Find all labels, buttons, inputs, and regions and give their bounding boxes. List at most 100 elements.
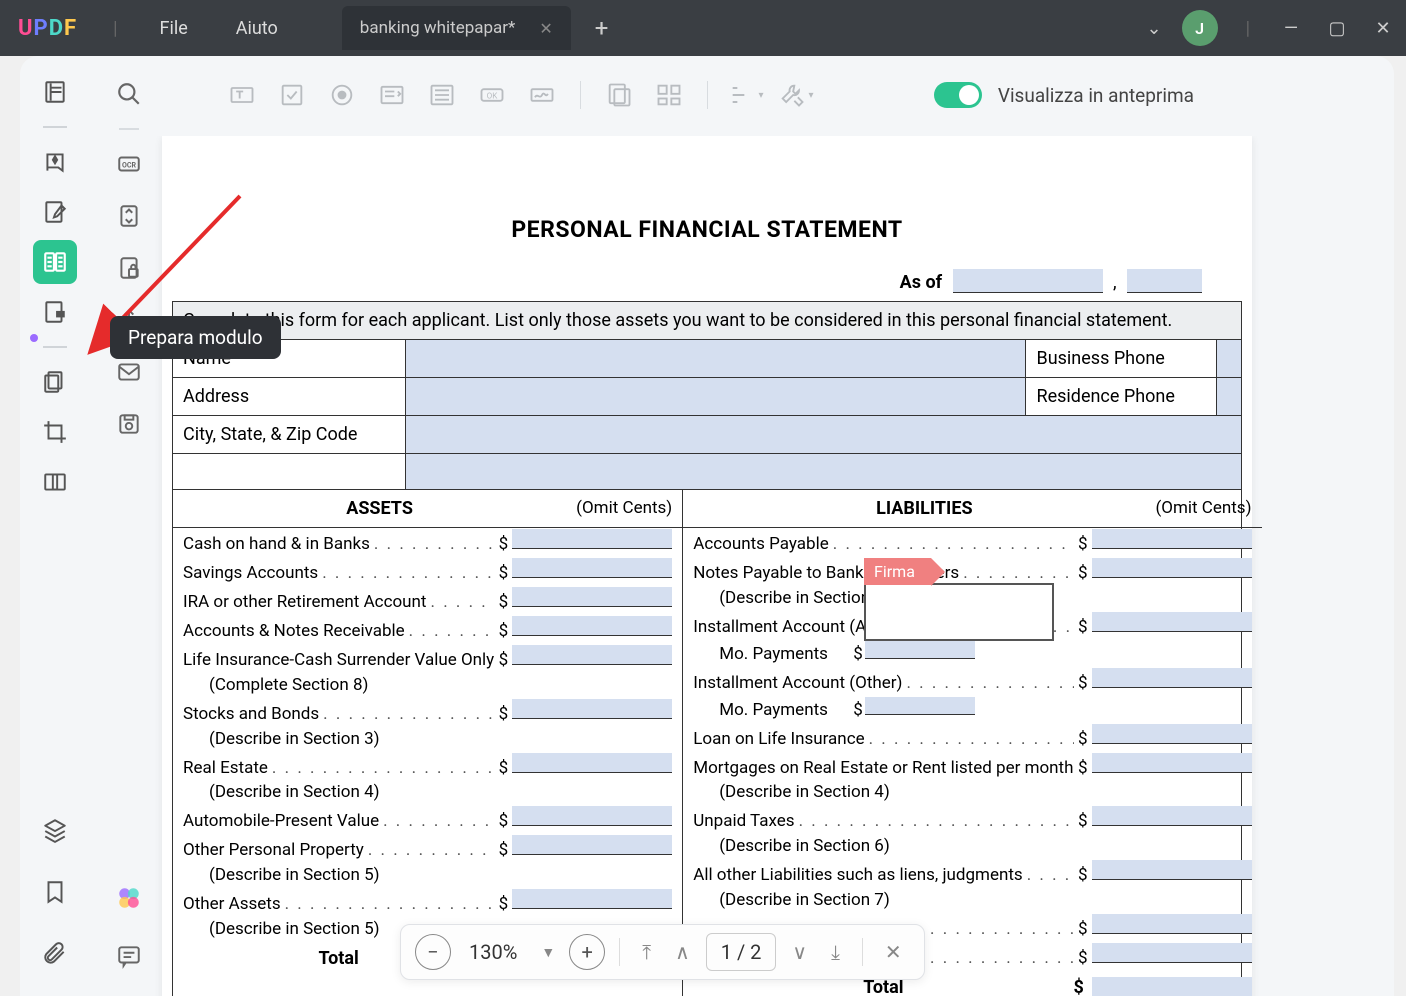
text-field-tool-button[interactable] (220, 73, 264, 117)
res-phone-field[interactable] (1216, 378, 1241, 416)
crop-tool-button[interactable] (33, 410, 77, 454)
bookmark-button[interactable] (33, 870, 77, 914)
liab-amount-field[interactable] (1092, 753, 1252, 773)
liab-amount-field[interactable] (1092, 914, 1252, 934)
asof-row: As of , (172, 269, 1242, 293)
liab-row: Loan on Life Insurance$ (683, 723, 1261, 752)
mo-payment-field[interactable] (865, 641, 975, 659)
button-tool-button[interactable]: OK (470, 73, 514, 117)
asset-row: Life Insurance-Cash Surrender Value Only… (173, 644, 682, 673)
edit-tool-button[interactable] (33, 190, 77, 234)
document-tab[interactable]: banking whitepapar* ✕ (342, 6, 571, 50)
address-field[interactable] (406, 378, 1026, 416)
liab-row: Accounts Payable$ (683, 528, 1261, 557)
liab-amount-field[interactable] (1092, 943, 1252, 963)
extra-field[interactable] (406, 454, 1242, 490)
liab-amount-field[interactable] (1092, 529, 1252, 549)
liab-row: Mortgages on Real Estate or Rent listed … (683, 752, 1261, 781)
radio-tool-button[interactable] (320, 73, 364, 117)
close-bar-button[interactable]: ✕ (877, 940, 910, 964)
asof-date-field[interactable] (953, 269, 1103, 293)
asset-row: Other Personal Property$ (173, 834, 682, 863)
liab-row: Unpaid Taxes$ (683, 805, 1261, 834)
layers-button[interactable] (33, 808, 77, 852)
asset-amount-field[interactable] (512, 889, 672, 909)
liab-amount-field[interactable] (1092, 612, 1252, 632)
liab-row: All other Liabilities such as liens, jud… (683, 859, 1261, 888)
biz-phone-field[interactable] (1216, 340, 1241, 378)
liab-label: Installment Account (Other) (693, 672, 1073, 695)
city-label: City, State, & Zip Code (173, 416, 406, 454)
checkbox-tool-button[interactable] (270, 73, 314, 117)
organize-tool-button[interactable] (33, 360, 77, 404)
window-minimize-button[interactable]: — (1268, 18, 1314, 39)
attachment-button[interactable] (33, 932, 77, 976)
liab-label: Unpaid Taxes (693, 810, 1073, 833)
fill-sign-tool-button[interactable] (33, 290, 77, 334)
last-page-button[interactable]: ⤓ (823, 940, 848, 964)
asof-year-field[interactable] (1127, 269, 1202, 293)
asset-amount-field[interactable] (512, 645, 672, 665)
asset-row: IRA or other Retirement Account$ (173, 586, 682, 615)
zoom-in-button[interactable]: + (569, 934, 605, 970)
window-maximize-button[interactable]: ▢ (1314, 18, 1360, 39)
listbox-tool-button[interactable] (420, 73, 464, 117)
asset-amount-field[interactable] (512, 558, 672, 578)
signature-tool-button[interactable] (520, 73, 564, 117)
signature-field-overlay[interactable]: Firma (864, 558, 1054, 641)
tools-dropdown-button[interactable]: ▾ (774, 73, 818, 117)
add-tab-button[interactable]: + (595, 14, 609, 42)
mo-payment-field[interactable] (865, 697, 975, 715)
asset-amount-field[interactable] (512, 529, 672, 549)
asset-amount-field[interactable] (512, 753, 672, 773)
user-avatar[interactable]: J (1182, 10, 1218, 46)
page-indicator[interactable]: 1 / 2 (706, 933, 777, 971)
liab-amount-field[interactable] (1092, 724, 1252, 744)
preview-toggle[interactable] (934, 82, 982, 108)
zoom-dropdown-icon[interactable]: ▼ (535, 944, 561, 961)
alignment-dropdown-button[interactable]: ▾ (724, 73, 768, 117)
name-field[interactable] (406, 340, 1026, 378)
liab-row: Installment Account (Other)$ (683, 667, 1261, 696)
compare-tool-button[interactable] (33, 460, 77, 504)
left-sidebar (20, 56, 90, 996)
prev-page-button[interactable]: ∧ (667, 940, 698, 964)
titlebar: UPDF | File Aiuto banking whitepapar* ✕ … (0, 0, 1406, 56)
asset-amount-field[interactable] (512, 616, 672, 636)
instructions-text: Complete this form for each applicant. L… (173, 302, 1242, 340)
signature-box[interactable] (864, 583, 1054, 641)
liab-total-field[interactable] (1092, 977, 1252, 996)
svg-text:OK: OK (487, 91, 499, 101)
chevron-down-icon[interactable]: ⌄ (1147, 18, 1162, 39)
asset-amount-field[interactable] (512, 835, 672, 855)
asset-row: Cash on hand & in Banks$ (173, 528, 682, 557)
first-page-button[interactable]: ⤒ (634, 940, 659, 964)
menu-file[interactable]: File (160, 18, 188, 39)
zoom-out-button[interactable]: − (415, 934, 451, 970)
zoom-page-bar: − 130% ▼ + ⤒ ∧ 1 / 2 ∨ ⤓ ✕ (400, 924, 925, 980)
close-tab-icon[interactable]: ✕ (539, 19, 552, 38)
liab-amount-field[interactable] (1092, 806, 1252, 826)
liab-amount-field[interactable] (1092, 860, 1252, 880)
liab-amount-field[interactable] (1092, 668, 1252, 688)
dropdown-tool-button[interactable] (370, 73, 414, 117)
comment-tool-button[interactable] (33, 140, 77, 184)
liab-amount-field[interactable] (1092, 558, 1252, 578)
menu-help[interactable]: Aiuto (236, 18, 278, 39)
asset-label: Other Assets (183, 893, 494, 916)
next-page-button[interactable]: ∨ (784, 940, 815, 964)
asset-amount-field[interactable] (512, 587, 672, 607)
asset-amount-field[interactable] (512, 806, 672, 826)
prepare-form-tool-button[interactable] (33, 240, 77, 284)
window-close-button[interactable]: ✕ (1360, 18, 1406, 39)
form-recognition-button[interactable] (597, 73, 641, 117)
zoom-level: 130% (459, 940, 527, 964)
prepare-form-tooltip: Prepara modulo (110, 316, 281, 359)
asset-amount-field[interactable] (512, 699, 672, 719)
res-phone-label: Residence Phone (1026, 378, 1216, 416)
reader-tool-button[interactable] (33, 70, 77, 114)
form-align-button[interactable] (647, 73, 691, 117)
asset-label: IRA or other Retirement Account (183, 591, 494, 614)
document-canvas[interactable]: PERSONAL FINANCIAL STATEMENT As of , Com… (110, 136, 1304, 996)
city-field[interactable] (406, 416, 1242, 454)
